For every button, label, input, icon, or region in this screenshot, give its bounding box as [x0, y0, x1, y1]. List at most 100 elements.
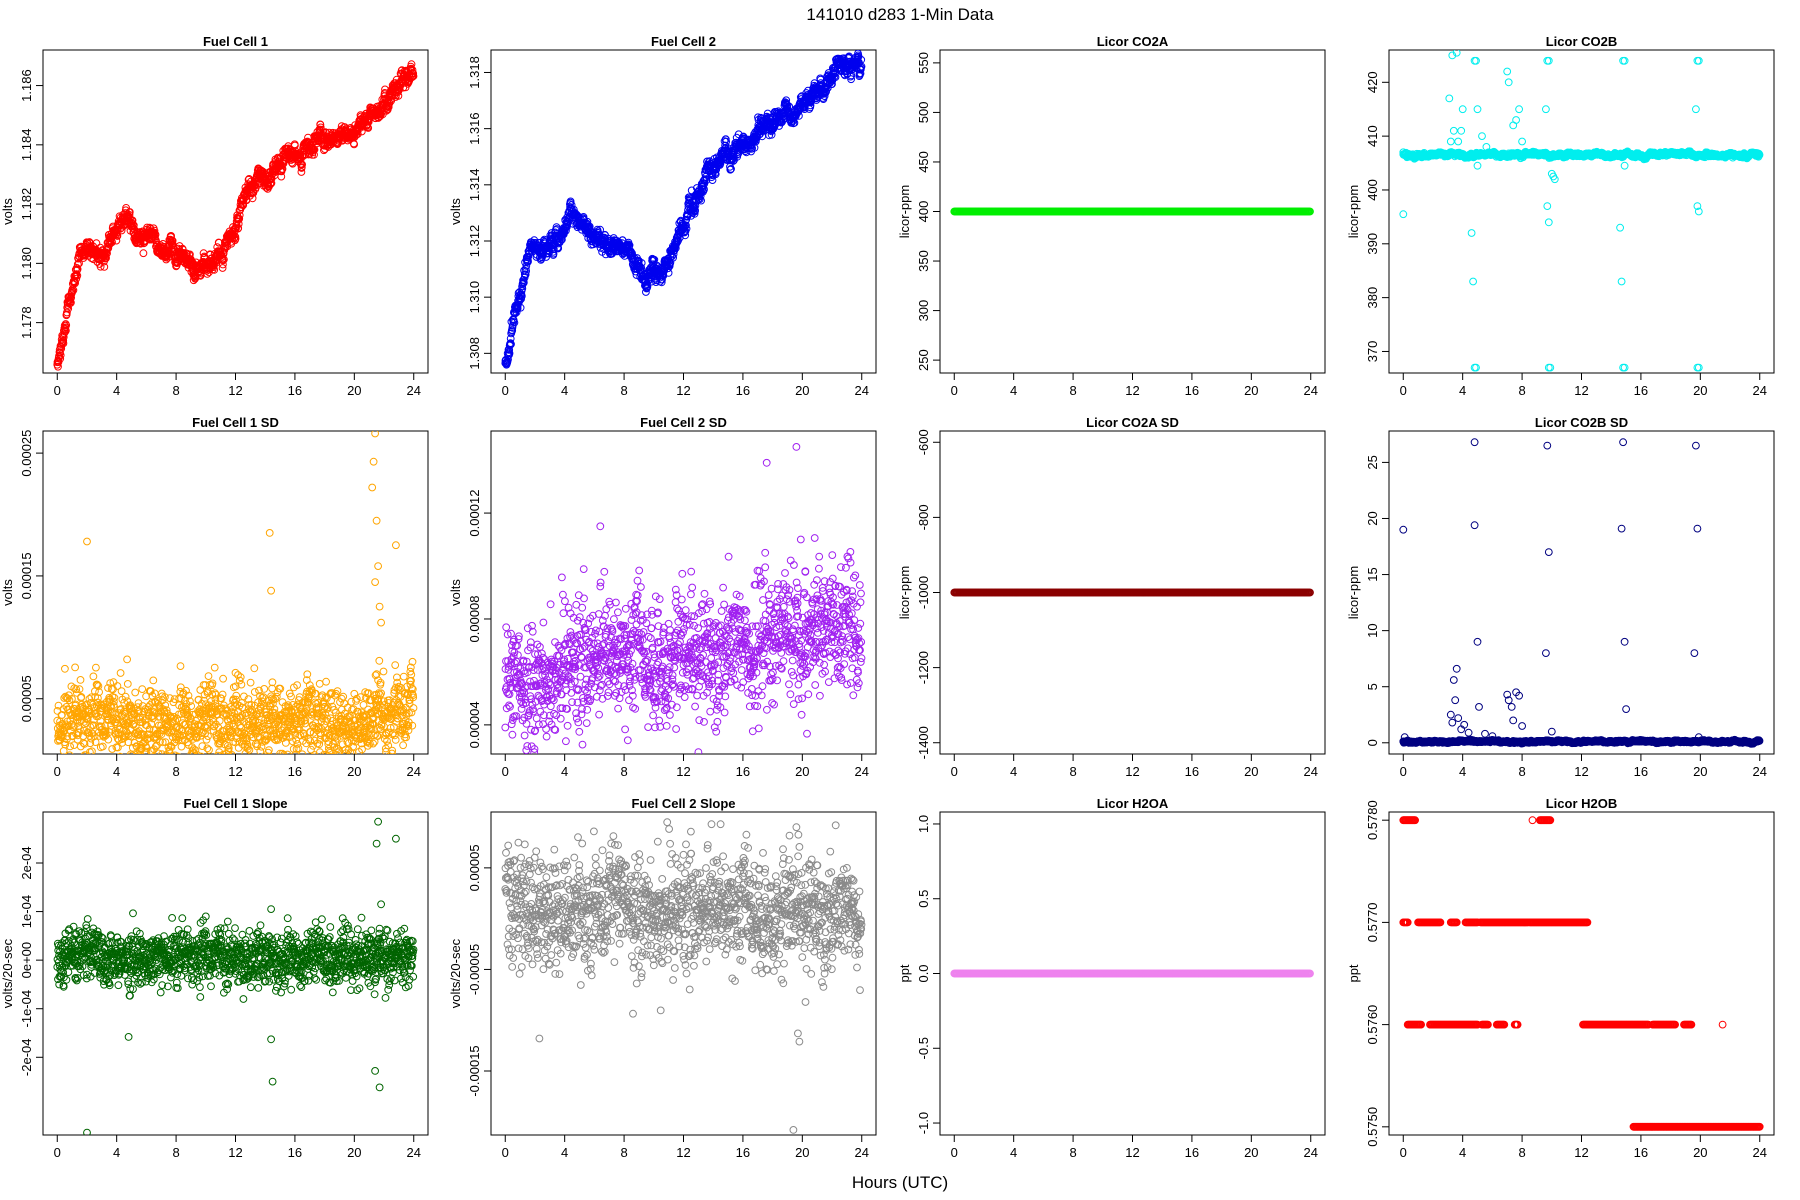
data-point — [563, 223, 571, 231]
data-point — [62, 321, 71, 330]
data-point — [822, 87, 830, 96]
data-point — [1452, 50, 1461, 57]
x-tick-label: 12 — [228, 764, 242, 779]
y-tick-label: 400 — [1365, 179, 1380, 201]
x-tick-label: 24 — [855, 383, 869, 398]
data-point — [151, 234, 159, 243]
data-point — [828, 80, 836, 88]
data-point — [1544, 218, 1553, 227]
data-point — [291, 141, 299, 150]
data-point — [128, 216, 137, 225]
y-tick-label: 1.180 — [19, 247, 34, 280]
y-tick-label: 450 — [916, 151, 931, 173]
data-point — [220, 255, 228, 264]
x-tick-label: 12 — [228, 383, 242, 398]
data-point — [126, 214, 134, 223]
y-tick-label: 250 — [916, 349, 931, 371]
y-tick-label: 1.186 — [19, 69, 34, 102]
data-points — [53, 60, 418, 371]
data-point — [1620, 363, 1629, 372]
data-point — [104, 244, 113, 253]
data-point — [691, 201, 700, 210]
data-point — [820, 92, 829, 100]
data-point — [73, 265, 82, 274]
data-point — [407, 60, 416, 69]
x-tick-label: 0 — [1400, 383, 1407, 398]
x-tick-label: 8 — [1518, 383, 1525, 398]
data-point — [139, 249, 148, 258]
x-tick-label: 24 — [1304, 383, 1318, 398]
data-point — [1469, 277, 1477, 286]
data-point — [782, 96, 791, 105]
data-point — [767, 130, 776, 139]
x-tick-label: 24 — [1753, 383, 1767, 398]
data-point — [680, 222, 688, 231]
x-tick-label: 0 — [502, 383, 509, 398]
data-point — [562, 226, 570, 235]
data-point — [350, 140, 359, 149]
data-point — [785, 102, 794, 111]
data-point — [524, 257, 532, 266]
data-point — [1616, 223, 1624, 232]
data-point — [409, 69, 418, 78]
x-axis: 0 4 8 12 16 20 24 — [54, 753, 421, 779]
y-tick-label: 410 — [1365, 125, 1380, 147]
x-tick-label: 16 — [736, 383, 750, 398]
data-point — [763, 109, 772, 118]
x-axis: 0 4 8 12 16 20 24 — [951, 372, 1318, 398]
data-point — [1458, 105, 1467, 114]
data-point — [73, 260, 82, 269]
x-tick-label: 16 — [288, 383, 302, 398]
data-point — [231, 234, 240, 243]
x-tick-label: 8 — [1069, 383, 1076, 398]
data-point — [1482, 143, 1491, 151]
data-point — [1542, 105, 1550, 114]
data-point — [151, 230, 160, 239]
data-point — [1544, 56, 1553, 65]
y-axis-label: licor-ppm — [1346, 185, 1361, 238]
data-point — [682, 221, 690, 230]
data-point — [696, 192, 705, 201]
data-point — [79, 254, 88, 262]
data-point — [558, 235, 566, 244]
x-tick-label: 24 — [407, 383, 421, 398]
data-point — [92, 239, 101, 248]
data-point — [59, 339, 68, 348]
y-tick-label: 1.314 — [467, 169, 482, 202]
data-point — [857, 62, 866, 71]
data-point — [517, 292, 526, 301]
x-tick-label: 20 — [1693, 383, 1707, 398]
data-point — [316, 120, 325, 129]
x-tick-label: 12 — [676, 383, 690, 398]
y-axis-label: licor-ppm — [897, 185, 912, 238]
panel-title: Fuel Cell 2 — [651, 34, 716, 49]
x-tick-label: 8 — [620, 383, 627, 398]
data-point — [1515, 105, 1523, 114]
data-point — [1467, 229, 1476, 237]
data-point — [112, 236, 121, 245]
data-point — [72, 264, 81, 272]
data-point — [1550, 175, 1559, 184]
data-point — [516, 303, 525, 312]
data-point — [682, 224, 691, 233]
y-tick-label: 1.318 — [467, 56, 482, 89]
data-point — [800, 105, 809, 113]
data-point — [56, 354, 65, 363]
data-point — [103, 249, 111, 258]
y-tick-label: 370 — [1365, 341, 1380, 363]
data-point — [1503, 67, 1512, 76]
data-point — [278, 165, 287, 173]
panel-title: Licor CO2A — [1097, 34, 1169, 49]
y-tick-label: 500 — [916, 102, 931, 124]
data-point — [847, 71, 856, 80]
data-point — [59, 336, 68, 345]
data-point — [297, 168, 306, 176]
plot-frame — [42, 49, 429, 374]
plot-frame — [1388, 49, 1775, 374]
data-point — [1448, 51, 1457, 60]
data-point — [1478, 132, 1486, 141]
